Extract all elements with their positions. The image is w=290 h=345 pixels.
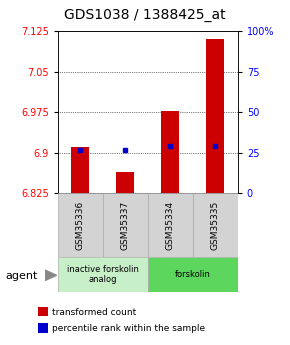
Text: GSM35334: GSM35334 <box>166 200 175 250</box>
Text: percentile rank within the sample: percentile rank within the sample <box>52 324 205 333</box>
Bar <box>206 39 224 193</box>
Polygon shape <box>45 270 57 280</box>
Bar <box>193 193 238 257</box>
Bar <box>148 193 193 257</box>
Bar <box>148 257 238 292</box>
Text: GSM35335: GSM35335 <box>211 200 220 250</box>
Text: transformed count: transformed count <box>52 308 137 317</box>
Bar <box>71 147 89 193</box>
Text: GSM35336: GSM35336 <box>76 200 85 250</box>
Text: agent: agent <box>6 271 38 281</box>
Bar <box>103 193 148 257</box>
Bar <box>58 257 148 292</box>
Bar <box>161 110 179 193</box>
Text: GSM35337: GSM35337 <box>121 200 130 250</box>
Bar <box>116 171 134 193</box>
Text: forskolin: forskolin <box>175 270 211 279</box>
Text: inactive forskolin
analog: inactive forskolin analog <box>67 265 139 284</box>
Bar <box>58 193 103 257</box>
Text: GDS1038 / 1388425_at: GDS1038 / 1388425_at <box>64 8 226 22</box>
